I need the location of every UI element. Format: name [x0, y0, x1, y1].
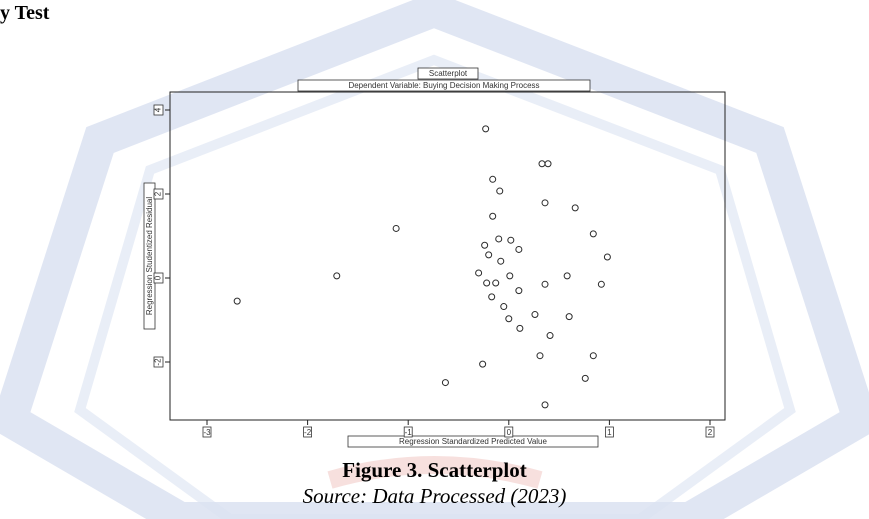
x-axis-label: Regression Standardized Predicted Value [399, 437, 547, 446]
data-point [538, 160, 546, 168]
data-point [506, 272, 514, 280]
chart-subtitle-box [297, 79, 591, 92]
data-point [479, 360, 487, 368]
data-point [597, 280, 605, 288]
data-point [333, 272, 341, 280]
x-tick-label-box [403, 426, 413, 438]
data-point [565, 313, 573, 321]
y-tick-label: 0 [154, 275, 163, 280]
x-tick-label: -2 [304, 428, 312, 437]
x-tick-label-box [504, 426, 514, 438]
y-tick-label: 4 [154, 107, 163, 112]
data-point [485, 251, 493, 259]
data-point [571, 204, 579, 212]
y-axis-label: Regression Studentized Residual [145, 197, 154, 316]
data-point [500, 303, 508, 311]
data-point [515, 245, 523, 253]
data-point [489, 175, 497, 183]
data-point [233, 297, 241, 305]
source-caption: Source: Data Processed (2023) [302, 484, 567, 508]
data-point [496, 187, 504, 195]
x-tick-label: -1 [405, 428, 413, 437]
data-point [507, 236, 515, 244]
data-point [541, 199, 549, 207]
data-point [544, 160, 552, 168]
data-point [589, 230, 597, 238]
x-tick-label: -3 [203, 428, 211, 437]
data-point [481, 241, 489, 249]
x-tick-label: 2 [708, 428, 713, 437]
y-tick-label: -2 [154, 358, 163, 366]
y-tick-label-box [153, 188, 164, 200]
data-point [603, 253, 611, 261]
data-point [546, 332, 554, 340]
x-axis-ticks: -3 -2 -1 0 1 2 [202, 420, 715, 438]
data-point [483, 279, 491, 287]
watermark-inner-ring [74, 54, 796, 519]
section-heading: y Test [0, 2, 50, 24]
y-axis-label-box [143, 182, 156, 330]
data-point [515, 287, 523, 295]
x-tick-label: 0 [507, 428, 512, 437]
data-point [536, 352, 544, 360]
data-point [505, 315, 513, 323]
data-points [233, 125, 611, 409]
watermark-accent-stroke [327, 456, 543, 489]
y-tick-label-box [153, 272, 164, 284]
y-tick-label-box [153, 104, 164, 116]
y-tick-label: 2 [154, 191, 163, 196]
data-point [541, 280, 549, 288]
x-tick-label: 1 [607, 428, 612, 437]
data-point [489, 212, 497, 220]
data-point [495, 235, 503, 243]
data-point [589, 352, 597, 360]
plot-frame [169, 91, 726, 421]
data-point [475, 269, 483, 277]
chart-title: Scatterplot [429, 69, 468, 78]
data-point [563, 272, 571, 280]
data-point [516, 324, 524, 332]
data-point [581, 374, 589, 382]
x-tick-label-box [303, 426, 313, 438]
data-point [497, 257, 505, 265]
data-point [531, 311, 539, 319]
x-tick-label-box [605, 426, 614, 438]
data-point [392, 224, 400, 232]
data-point [492, 279, 500, 287]
x-axis-label-box [347, 435, 599, 448]
data-point [482, 125, 490, 133]
y-axis-ticks: -2 0 2 4 [153, 104, 170, 368]
y-tick-label-box [153, 356, 164, 368]
figure-caption: Figure 3. Scatterplot [342, 458, 527, 482]
data-point [441, 379, 449, 387]
chart-subtitle: Dependent Variable: Buying Decision Maki… [348, 81, 539, 90]
data-point [488, 293, 496, 301]
x-tick-label-box [705, 426, 715, 438]
x-tick-label-box [202, 426, 212, 438]
data-point [541, 401, 549, 409]
chart-title-box [417, 67, 479, 80]
